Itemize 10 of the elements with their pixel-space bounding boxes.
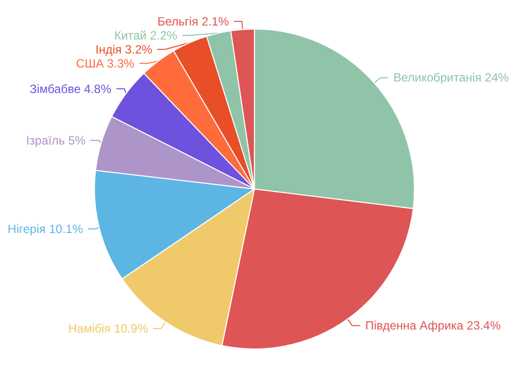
slice-label: Індія 3.2% bbox=[96, 42, 153, 56]
slice-label: Намібія 10.9% bbox=[68, 322, 148, 336]
slice-label: Бельгія 2.1% bbox=[157, 14, 230, 28]
slice-label: Китай 2.2% bbox=[114, 28, 178, 42]
slice-label: США 3.3% bbox=[76, 56, 135, 70]
slice-label: Нігерія 10.1% bbox=[8, 222, 84, 236]
slice-label: Зімбабве 4.8% bbox=[30, 82, 112, 96]
slice-label: Південна Африка 23.4% bbox=[365, 318, 501, 333]
slice-label: Великобританія 24% bbox=[393, 70, 510, 85]
slice-label: Ізраїль 5% bbox=[26, 133, 86, 148]
